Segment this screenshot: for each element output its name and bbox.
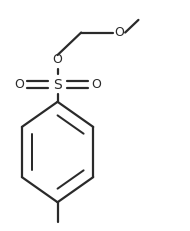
Text: O: O bbox=[14, 78, 24, 91]
Text: S: S bbox=[53, 78, 62, 92]
Text: O: O bbox=[53, 53, 63, 67]
Text: O: O bbox=[91, 78, 101, 91]
Text: O: O bbox=[114, 26, 124, 39]
